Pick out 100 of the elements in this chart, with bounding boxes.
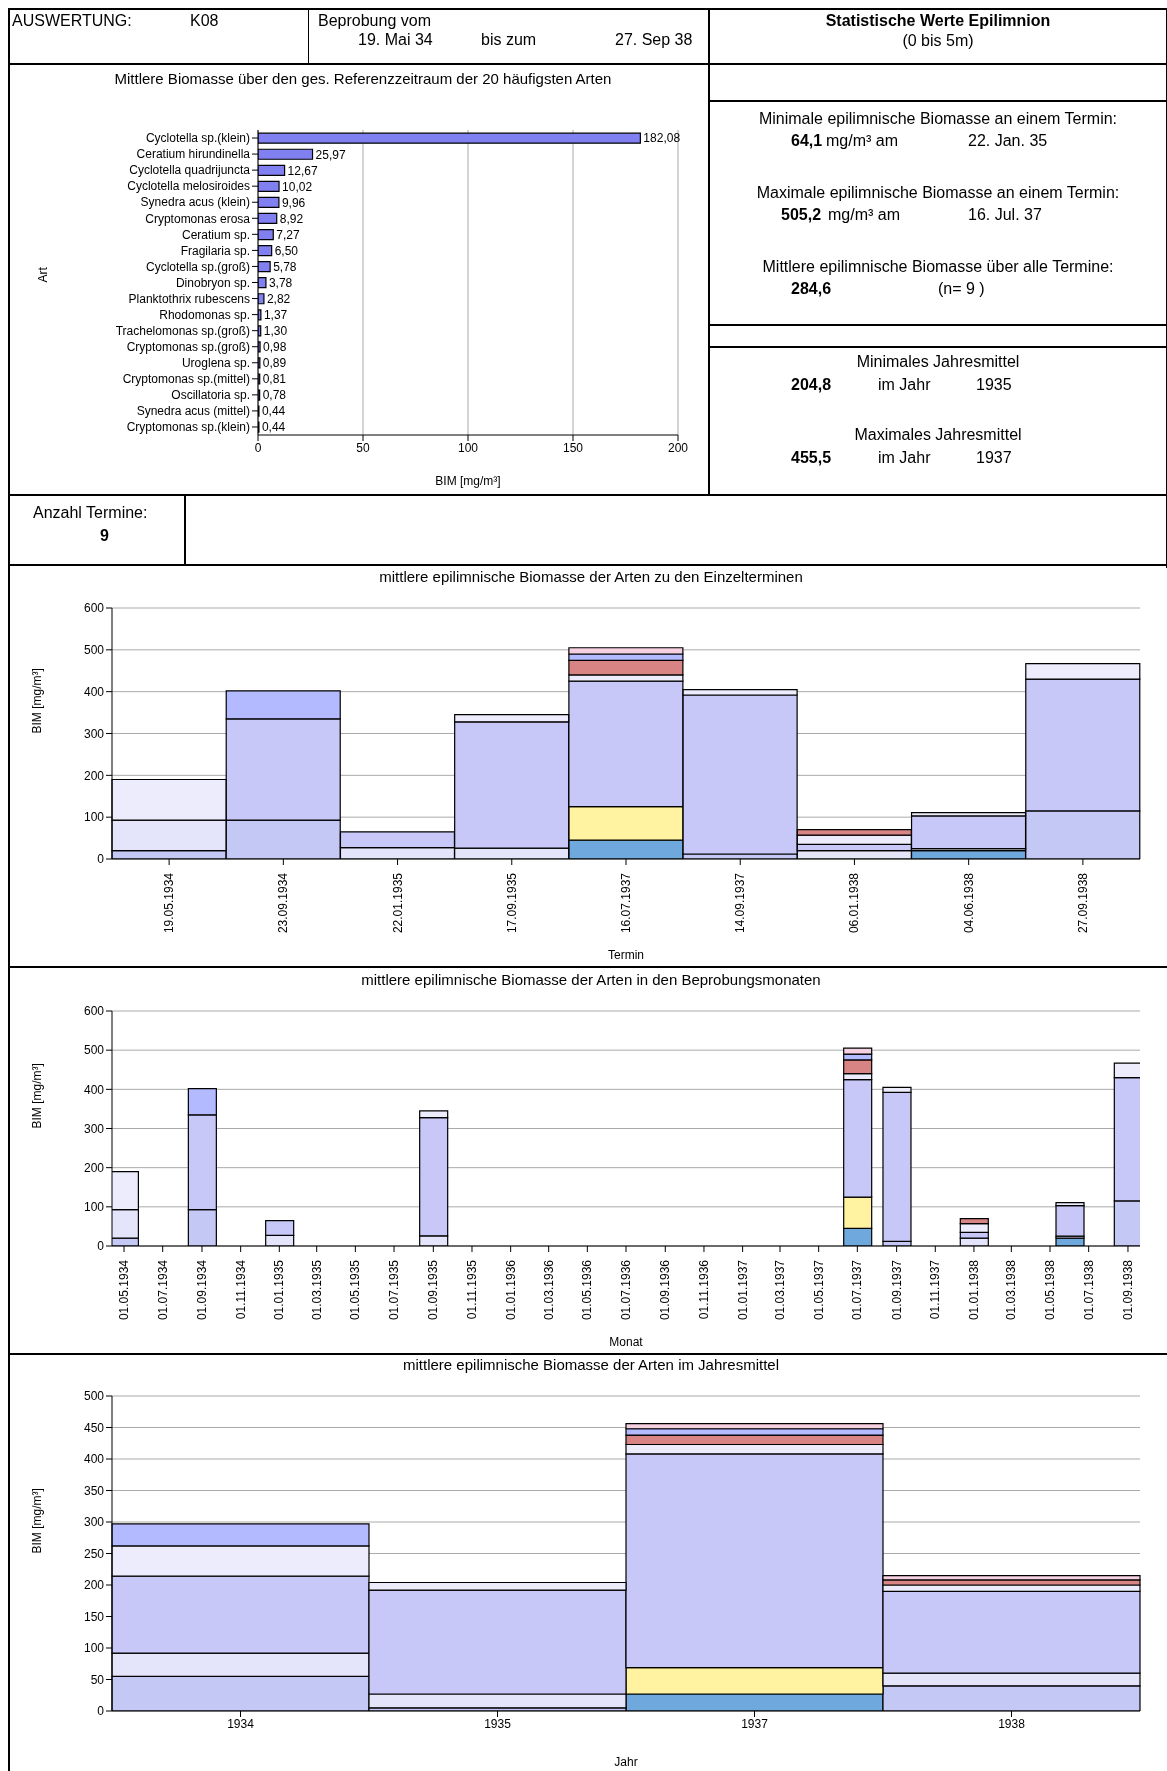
data-label: 182,08 (643, 131, 681, 146)
y-tick-label: Cryptomonas sp.(klein) (126, 420, 250, 435)
text: mg/m³ am (826, 132, 898, 150)
x-tick-label: 01.01.1937 (735, 1259, 750, 1321)
y-tick-label: Dinobryon sp. (175, 275, 250, 290)
text: 284,6 (791, 280, 832, 298)
data-label: 2,82 (266, 292, 291, 306)
data-label: 3,78 (268, 275, 293, 290)
text: bis zum (481, 31, 537, 49)
y-tick-label: 200 (83, 1160, 105, 1175)
x-tick-label: 23.09.1934 (276, 872, 291, 934)
y-tick-label: 100 (83, 1200, 105, 1215)
data-label: 0,89 (262, 356, 287, 371)
data-label: 6,50 (274, 243, 299, 258)
y-tick-label: Uroglena sp. (181, 356, 250, 371)
x-tick-label: 01.07.1938 (1081, 1259, 1096, 1321)
x-tick-label: 14.09.1937 (733, 872, 748, 934)
y-tick-label: 0 (97, 1239, 105, 1254)
data-label: 7,27 (276, 227, 300, 242)
text: Mittlere epilimnische Biomasse über alle Termine: (761, 258, 1115, 276)
y-tick-label: Cryptomonas sp.(groß) (126, 339, 250, 354)
y-tick-label: 250 (83, 1546, 105, 1561)
y-tick-label: 400 (83, 1452, 105, 1467)
x-axis-title: Monat (609, 1335, 644, 1349)
y-tick-label: 50 (90, 1672, 105, 1687)
x-tick-label: 0 (254, 440, 262, 455)
x-tick-label: 50 (356, 440, 370, 455)
x-tick-label: 01.05.1935 (348, 1259, 363, 1321)
x-tick-label: 01.09.1934 (195, 1259, 209, 1321)
y-tick-label: Rhodomonas sp. (159, 307, 250, 322)
x-tick-label: 01.11.1936 (696, 1259, 711, 1320)
data-label: 12,67 (287, 163, 318, 178)
x-tick-label: 01.03.1938 (1004, 1259, 1019, 1321)
text: (0 bis 5m) (901, 32, 975, 50)
y-tick-label: Cyclotella sp.(klein) (145, 131, 250, 146)
x-tick-label: 01.07.1937 (850, 1259, 865, 1321)
y-tick-label: Trachelomonas sp.(groß) (115, 323, 250, 338)
x-tick-label: 01.01.1938 (966, 1259, 981, 1321)
data-label: 1,30 (263, 324, 288, 339)
y-tick-label: 200 (83, 1578, 105, 1593)
data-label: 0,44 (261, 404, 286, 419)
text: Minimales Jahresmittel (855, 353, 1021, 371)
chart-title: mittlere epilimnische Biomasse der Arten im Jahresmittel (402, 1356, 780, 1375)
x-tick-label: 1937 (741, 1716, 769, 1731)
chart-title: Mittlere Biomasse über den ges. Referenzzeitraum der 20 häufigsten Arten (113, 70, 613, 89)
text: 27. Sep 38 (615, 31, 693, 49)
y-axis-title: BIM [mg/m³] (30, 668, 45, 734)
x-tick-label: 01.05.1938 (1043, 1259, 1057, 1321)
x-tick-label: 01.07.1935 (387, 1259, 402, 1321)
x-tick-label: 1934 (227, 1716, 255, 1731)
data-label: 8,92 (279, 211, 304, 226)
x-axis-title: Termin (607, 948, 645, 962)
text: 9 (100, 527, 109, 545)
text: 455,5 (791, 449, 832, 467)
y-tick-label: Planktothrix rubescens (128, 291, 250, 306)
x-tick-label: 01.09.1936 (658, 1259, 673, 1321)
y-tick-label: Cyclotella melosiroides (127, 179, 250, 194)
y-tick-label: 150 (83, 1609, 105, 1624)
x-axis-title: BIM [mg/m³] (435, 474, 501, 488)
y-tick-label: Ceratium sp. (181, 227, 250, 242)
x-tick-label: 150 (562, 440, 584, 455)
y-tick-label: 600 (83, 601, 105, 616)
y-tick-label: Cryptomonas erosa (145, 211, 251, 226)
x-tick-label: 27.09.1938 (1075, 872, 1090, 934)
y-tick-label: 500 (83, 1043, 105, 1058)
y-tick-label: 500 (83, 1389, 105, 1404)
text: 505,2 (781, 206, 822, 224)
y-tick-label: 300 (83, 1121, 105, 1136)
x-tick-label: 01.05.1936 (580, 1259, 595, 1321)
x-tick-label: 01.01.1936 (503, 1259, 518, 1321)
data-label: 9,96 (281, 195, 306, 210)
x-axis-title: Jahr (614, 1755, 638, 1769)
text: Minimale epilimnische Biomasse an einem Termin: (757, 110, 1119, 128)
chart-title: mittlere epilimnische Biomasse der Arten zu den Einzelterminen (378, 568, 804, 587)
x-tick-label: 01.05.1934 (117, 1259, 132, 1321)
text: 19. Mai 34 (358, 31, 433, 49)
y-tick-label: Oscillatoria sp. (171, 388, 250, 403)
text: mg/m³ am (828, 206, 900, 224)
y-tick-label: 500 (83, 643, 105, 658)
x-tick-label: 01.09.1938 (1120, 1259, 1135, 1321)
x-tick-label: 01.05.1937 (811, 1259, 826, 1321)
data-label: 0,44 (261, 420, 286, 435)
x-tick-label: 01.07.1936 (619, 1259, 633, 1321)
y-tick-label: 200 (83, 768, 105, 783)
text: im Jahr (878, 449, 931, 467)
text: im Jahr (878, 376, 931, 394)
chart-title: mittlere epilimnische Biomasse der Arten in den Beprobungsmonaten (360, 971, 822, 990)
text: (n= 9 ) (938, 280, 985, 298)
x-tick-label: 01.09.1937 (889, 1259, 904, 1321)
y-tick-label: 0 (97, 1704, 105, 1719)
y-tick-label: 100 (83, 810, 105, 825)
text: Beprobung vom (318, 12, 431, 30)
x-tick-label: 22.01.1935 (390, 872, 405, 934)
x-tick-label: 06.01.1938 (847, 872, 862, 934)
text: 204,8 (791, 376, 832, 394)
y-tick-label: 400 (83, 684, 105, 699)
x-tick-label: 200 (667, 440, 689, 455)
text: Maximales Jahresmittel (853, 426, 1023, 444)
data-label: 10,02 (282, 179, 313, 194)
y-tick-label: 300 (83, 726, 105, 741)
